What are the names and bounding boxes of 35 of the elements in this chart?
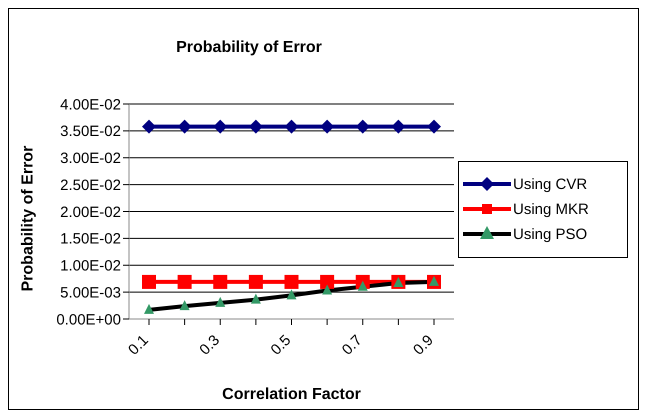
y-tick-label: 5.00E-03 xyxy=(60,284,121,302)
y-tick-label: 1.00E-02 xyxy=(60,258,121,275)
y-tick-label: 3.50E-02 xyxy=(60,123,121,140)
point xyxy=(213,120,228,134)
y-tick-label: 4.00E-02 xyxy=(60,96,121,114)
point xyxy=(142,274,156,289)
point xyxy=(248,274,263,289)
point xyxy=(213,274,228,289)
x-tick-label: 0.5 xyxy=(268,332,294,359)
point xyxy=(356,120,370,134)
point xyxy=(284,274,298,289)
x-tick-label: 0.1 xyxy=(125,332,152,359)
point xyxy=(248,120,263,134)
x-tick-label: 0.7 xyxy=(338,332,366,359)
y-tick-label: 2.00E-02 xyxy=(60,204,121,221)
point xyxy=(320,274,334,289)
x-tick-label: 0.3 xyxy=(196,332,224,359)
y-tick-label: 0.00E+00 xyxy=(56,311,121,328)
legend-label: Using CVR xyxy=(513,176,588,192)
point xyxy=(427,120,441,134)
legend-label: Using PSO xyxy=(513,226,588,242)
legend-label: Using MKR xyxy=(513,200,589,218)
y-axis-title: Probability of Error xyxy=(20,146,37,292)
y-tick-label: 2.50E-02 xyxy=(60,176,121,194)
point xyxy=(178,274,192,289)
y-tick-label: 1.50E-02 xyxy=(60,230,121,248)
x-axis-title: Correlation Factor xyxy=(222,386,361,403)
chart-title: Probability of Error xyxy=(175,39,323,57)
y-tick-label: 3.00E-02 xyxy=(60,150,121,168)
point xyxy=(178,120,192,134)
point xyxy=(391,120,406,134)
point xyxy=(142,120,156,134)
point xyxy=(284,120,298,134)
point xyxy=(320,120,334,134)
x-tick-label: 0.9 xyxy=(410,332,437,359)
